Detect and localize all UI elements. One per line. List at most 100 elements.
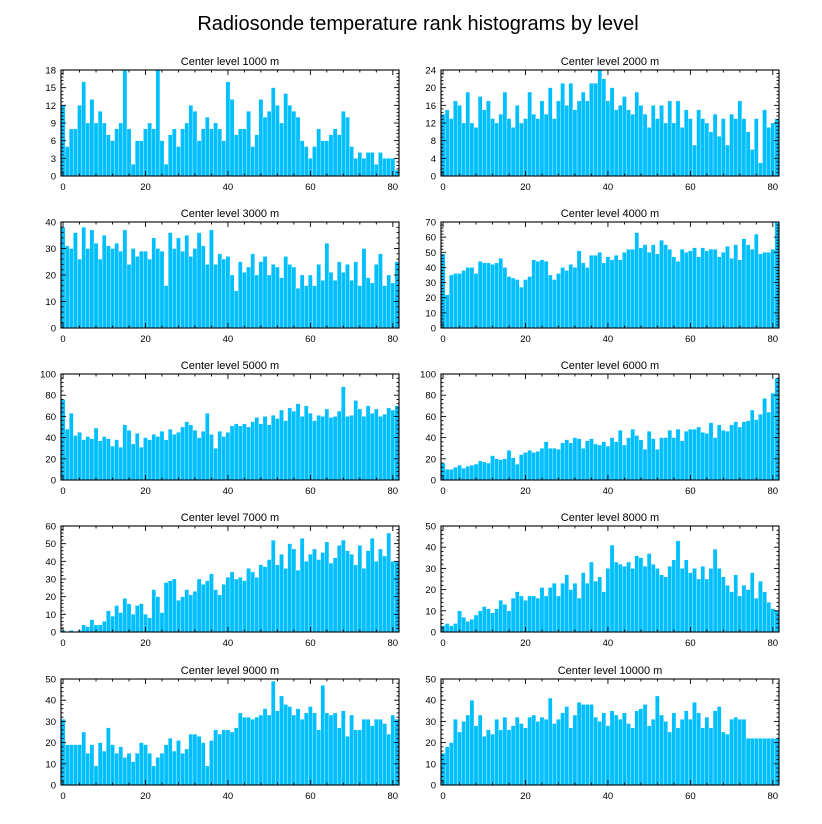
histogram-bar xyxy=(130,761,136,786)
histogram-bar xyxy=(461,721,466,786)
x-tick-label: 20 xyxy=(520,334,531,345)
y-tick-label: 50 xyxy=(425,248,436,259)
histogram-bar xyxy=(704,122,710,177)
y-tick-label: 18 xyxy=(45,66,56,77)
y-tick-label: 100 xyxy=(40,370,56,381)
histogram-bar xyxy=(279,277,284,329)
histogram-bar xyxy=(461,270,466,329)
histogram-bar xyxy=(337,261,342,329)
histogram-bar xyxy=(209,434,214,481)
histogram-bar xyxy=(172,750,177,786)
histogram-panel-10: Center level 10000 m 0 10 20 30 40 50 0 20 40 60 80 xyxy=(425,665,780,802)
histogram-bar xyxy=(745,738,751,786)
histogram-bar xyxy=(725,431,730,481)
histogram-bar xyxy=(646,553,652,633)
histogram-bar xyxy=(122,757,128,786)
histogram-bar xyxy=(486,100,491,177)
histogram-bar xyxy=(266,424,272,481)
histogram-bar xyxy=(564,105,569,177)
histogram-bar xyxy=(304,561,309,633)
histogram-bar xyxy=(196,578,202,633)
histogram-bar xyxy=(155,596,161,633)
histogram-bar xyxy=(155,69,161,177)
histogram-bar xyxy=(667,249,672,329)
histogram-bar xyxy=(622,252,627,329)
histogram-bar xyxy=(700,566,705,633)
histogram-bar xyxy=(552,723,557,786)
histogram-bar xyxy=(365,719,371,786)
histogram-bar xyxy=(453,623,458,633)
histogram-bar xyxy=(85,753,91,786)
histogram-bar xyxy=(704,717,710,786)
y-tick-label: 40 xyxy=(425,433,436,444)
histogram-bar xyxy=(122,69,128,177)
histogram-bar xyxy=(213,448,218,481)
histogram-bar xyxy=(659,105,664,177)
histogram-bar xyxy=(320,140,325,177)
histogram-bar xyxy=(494,608,499,633)
histogram-panel-1: Center level 1000 m 0 3 6 9 12 15 18 0 20 40 60 80 xyxy=(45,56,400,193)
x-tick-label: 20 xyxy=(140,182,151,193)
histogram-bar xyxy=(708,422,714,481)
histogram-bar xyxy=(601,712,607,786)
histogram-bar xyxy=(663,244,668,329)
histogram-bar xyxy=(180,128,185,177)
histogram-bar xyxy=(394,405,400,481)
histogram-bar xyxy=(130,164,136,177)
histogram-bar xyxy=(597,69,602,177)
histogram-bar xyxy=(758,414,763,481)
histogram-bar xyxy=(597,721,602,786)
histogram-bar xyxy=(585,440,590,481)
histogram-bar xyxy=(341,710,346,786)
histogram-bar xyxy=(135,433,140,481)
histogram-bar xyxy=(712,249,718,329)
histogram-bar xyxy=(386,274,391,329)
y-tick-label: 30 xyxy=(425,564,436,575)
histogram-bar xyxy=(626,437,631,481)
y-tick-label: 50 xyxy=(45,675,56,686)
histogram-bar xyxy=(655,449,660,481)
y-tick-label: 60 xyxy=(425,233,436,244)
histogram-bar xyxy=(510,597,516,633)
histogram-bar xyxy=(287,264,292,329)
histogram-bar xyxy=(531,595,536,633)
histogram-bar xyxy=(147,439,152,481)
histogram-bar xyxy=(465,91,471,177)
histogram-bar xyxy=(106,245,111,329)
histogram-bar xyxy=(258,714,264,786)
histogram-bar xyxy=(320,416,325,481)
histogram-bar xyxy=(498,729,503,786)
histogram-bar xyxy=(589,255,594,329)
histogram-bar xyxy=(184,589,189,633)
histogram-bar xyxy=(527,595,532,633)
histogram-bar xyxy=(634,710,640,786)
histogram-bar xyxy=(332,557,338,633)
histogram-bar xyxy=(461,122,466,177)
histogram-bar xyxy=(506,276,512,329)
histogram-bar xyxy=(626,109,631,177)
histogram-bar xyxy=(217,733,222,786)
histogram-bar xyxy=(749,738,755,786)
x-tick-label: 80 xyxy=(388,182,399,193)
y-tick-label: 40 xyxy=(45,557,56,568)
histogram-bar xyxy=(531,714,536,786)
histogram-bar xyxy=(337,134,342,177)
histogram-bar xyxy=(770,738,776,786)
histogram-bar xyxy=(139,603,144,633)
histogram-bar xyxy=(353,261,358,329)
histogram-bar xyxy=(258,423,264,481)
histogram-bar xyxy=(585,100,590,177)
histogram-bar xyxy=(225,432,231,481)
histogram-bar xyxy=(688,719,693,786)
histogram-bar xyxy=(469,700,475,786)
histogram-bar xyxy=(589,561,594,633)
histogram-bar xyxy=(60,399,66,481)
histogram-bar xyxy=(262,708,268,786)
histogram-bar xyxy=(490,612,495,633)
histogram-bar xyxy=(461,617,466,633)
histogram-panel-8: Center level 8000 m 0 10 20 30 40 50 0 20 40 60 80 xyxy=(425,512,780,649)
histogram-bar xyxy=(341,272,346,329)
histogram-bar xyxy=(477,96,483,177)
histogram-bar xyxy=(758,162,763,177)
x-tick-label: 40 xyxy=(223,486,234,497)
